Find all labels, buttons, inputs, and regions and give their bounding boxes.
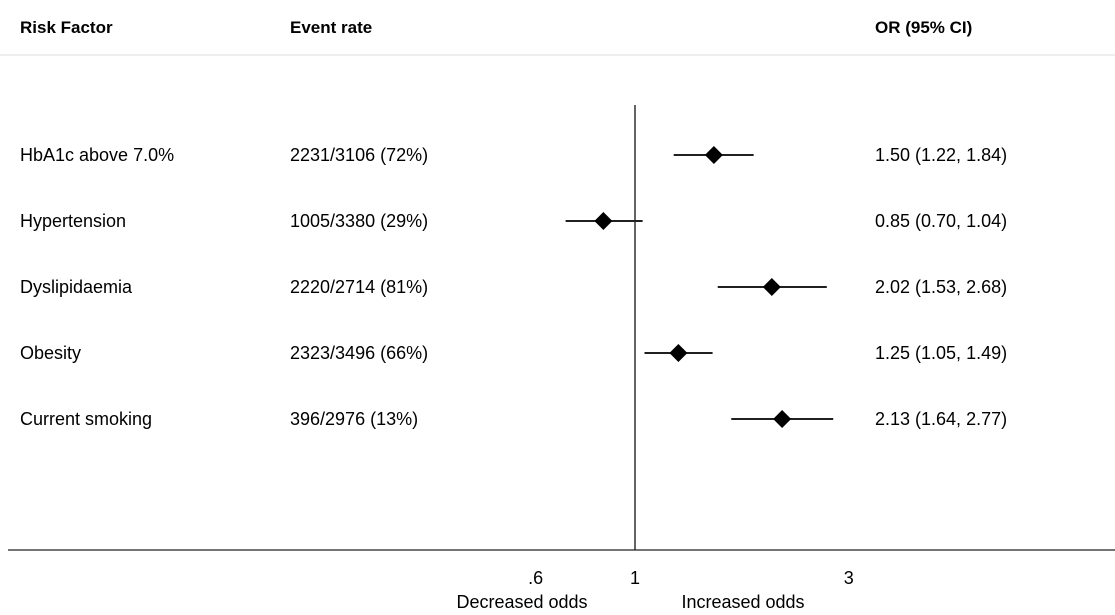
event-rate-value: 1005/3380 (29%) — [290, 211, 428, 231]
event-rate-value: 2323/3496 (66%) — [290, 343, 428, 363]
event-rate-value: 2220/2714 (81%) — [290, 277, 428, 297]
x-tick-label: .6 — [528, 568, 543, 588]
forest-row: Dyslipidaemia 2220/2714 (81%) 2.02 (1.53, … — [20, 277, 1007, 297]
risk-factor-label: Obesity — [20, 343, 81, 363]
event-rate-value: 396/2976 (13%) — [290, 409, 418, 429]
header-or-ci: OR (95% CI) — [875, 18, 972, 37]
or-ci-value: 1.25 (1.05, 1.49) — [875, 343, 1007, 363]
or-marker — [773, 410, 792, 428]
or-ci-value: 1.50 (1.22, 1.84) — [875, 145, 1007, 165]
x-tick-label: 3 — [844, 568, 854, 588]
or-ci-value: 2.02 (1.53, 2.68) — [875, 277, 1007, 297]
x-annotation-increased: Increased odds — [681, 592, 804, 612]
risk-factor-label: Current smoking — [20, 409, 152, 429]
or-ci-value: 0.85 (0.70, 1.04) — [875, 211, 1007, 231]
or-marker — [669, 344, 688, 362]
or-marker — [704, 146, 723, 164]
or-marker — [594, 212, 613, 230]
x-tick-label: 1 — [630, 568, 640, 588]
x-axis-ticks: .6 1 3 — [528, 568, 854, 588]
forest-row: Current smoking 396/2976 (13%) 2.13 (1.64,… — [20, 409, 1007, 429]
forest-row: Hypertension 1005/3380 (29%) 0.85 (0.70, 1… — [20, 211, 1007, 231]
forest-row: HbA1c above 7.0% 2231/3106 (72%) 1.50 (1.2… — [20, 145, 1007, 165]
event-rate-value: 2231/3106 (72%) — [290, 145, 428, 165]
risk-factor-label: Hypertension — [20, 211, 126, 231]
or-marker — [762, 278, 781, 296]
header-event-rate: Event rate — [290, 18, 372, 37]
risk-factor-label: HbA1c above 7.0% — [20, 145, 174, 165]
header-risk-factor: Risk Factor — [20, 18, 113, 37]
or-ci-value: 2.13 (1.64, 2.77) — [875, 409, 1007, 429]
x-annotation-decreased: Decreased odds — [456, 592, 587, 612]
forest-rows: HbA1c above 7.0% 2231/3106 (72%) 1.50 (1.2… — [20, 145, 1007, 429]
risk-factor-label: Dyslipidaemia — [20, 277, 133, 297]
forest-row: Obesity 2323/3496 (66%) 1.25 (1.05, 1.49) — [20, 343, 1007, 363]
